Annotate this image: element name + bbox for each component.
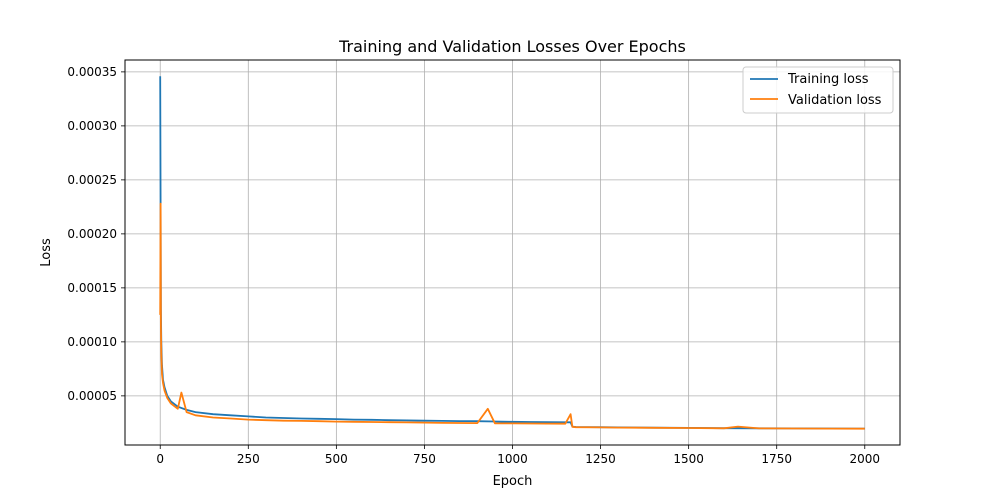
y-tick-label: 0.00025 [67,173,117,187]
x-axis-label: Epoch [493,474,533,489]
x-tick-label: 1000 [497,452,528,466]
grid [125,60,900,445]
legend: Training loss Validation loss [742,66,894,114]
legend-label-validation: Validation loss [788,93,882,108]
x-tick-label: 750 [413,452,436,466]
y-tick-label: 0.00015 [67,281,117,295]
x-tick-label: 1750 [761,452,792,466]
y-tick-label: 0.00005 [67,389,117,403]
x-axis-ticks: 0 250 500 750 1000 1250 1500 1750 2000 [156,445,880,466]
y-tick-label: 0.00030 [67,119,117,133]
legend-label-training: Training loss [787,72,869,87]
y-axis-ticks: 0.00005 0.00010 0.00015 0.00020 0.00025 0.000… [67,65,125,403]
x-tick-label: 250 [237,452,260,466]
y-tick-label: 0.00010 [67,335,117,349]
x-tick-label: 1250 [585,452,616,466]
y-axis-label: Loss [39,238,54,267]
x-tick-label: 2000 [849,452,880,466]
y-tick-label: 0.00035 [67,65,117,79]
x-tick-label: 1500 [673,452,704,466]
series-layer [159,76,865,430]
x-tick-label: 500 [325,452,348,466]
validation-loss-line [159,202,865,430]
legend-box [742,66,894,114]
x-tick-label: 0 [156,452,164,466]
y-tick-label: 0.00020 [67,227,117,241]
chart-title: Training and Validation Losses Over Epoc… [338,37,686,56]
